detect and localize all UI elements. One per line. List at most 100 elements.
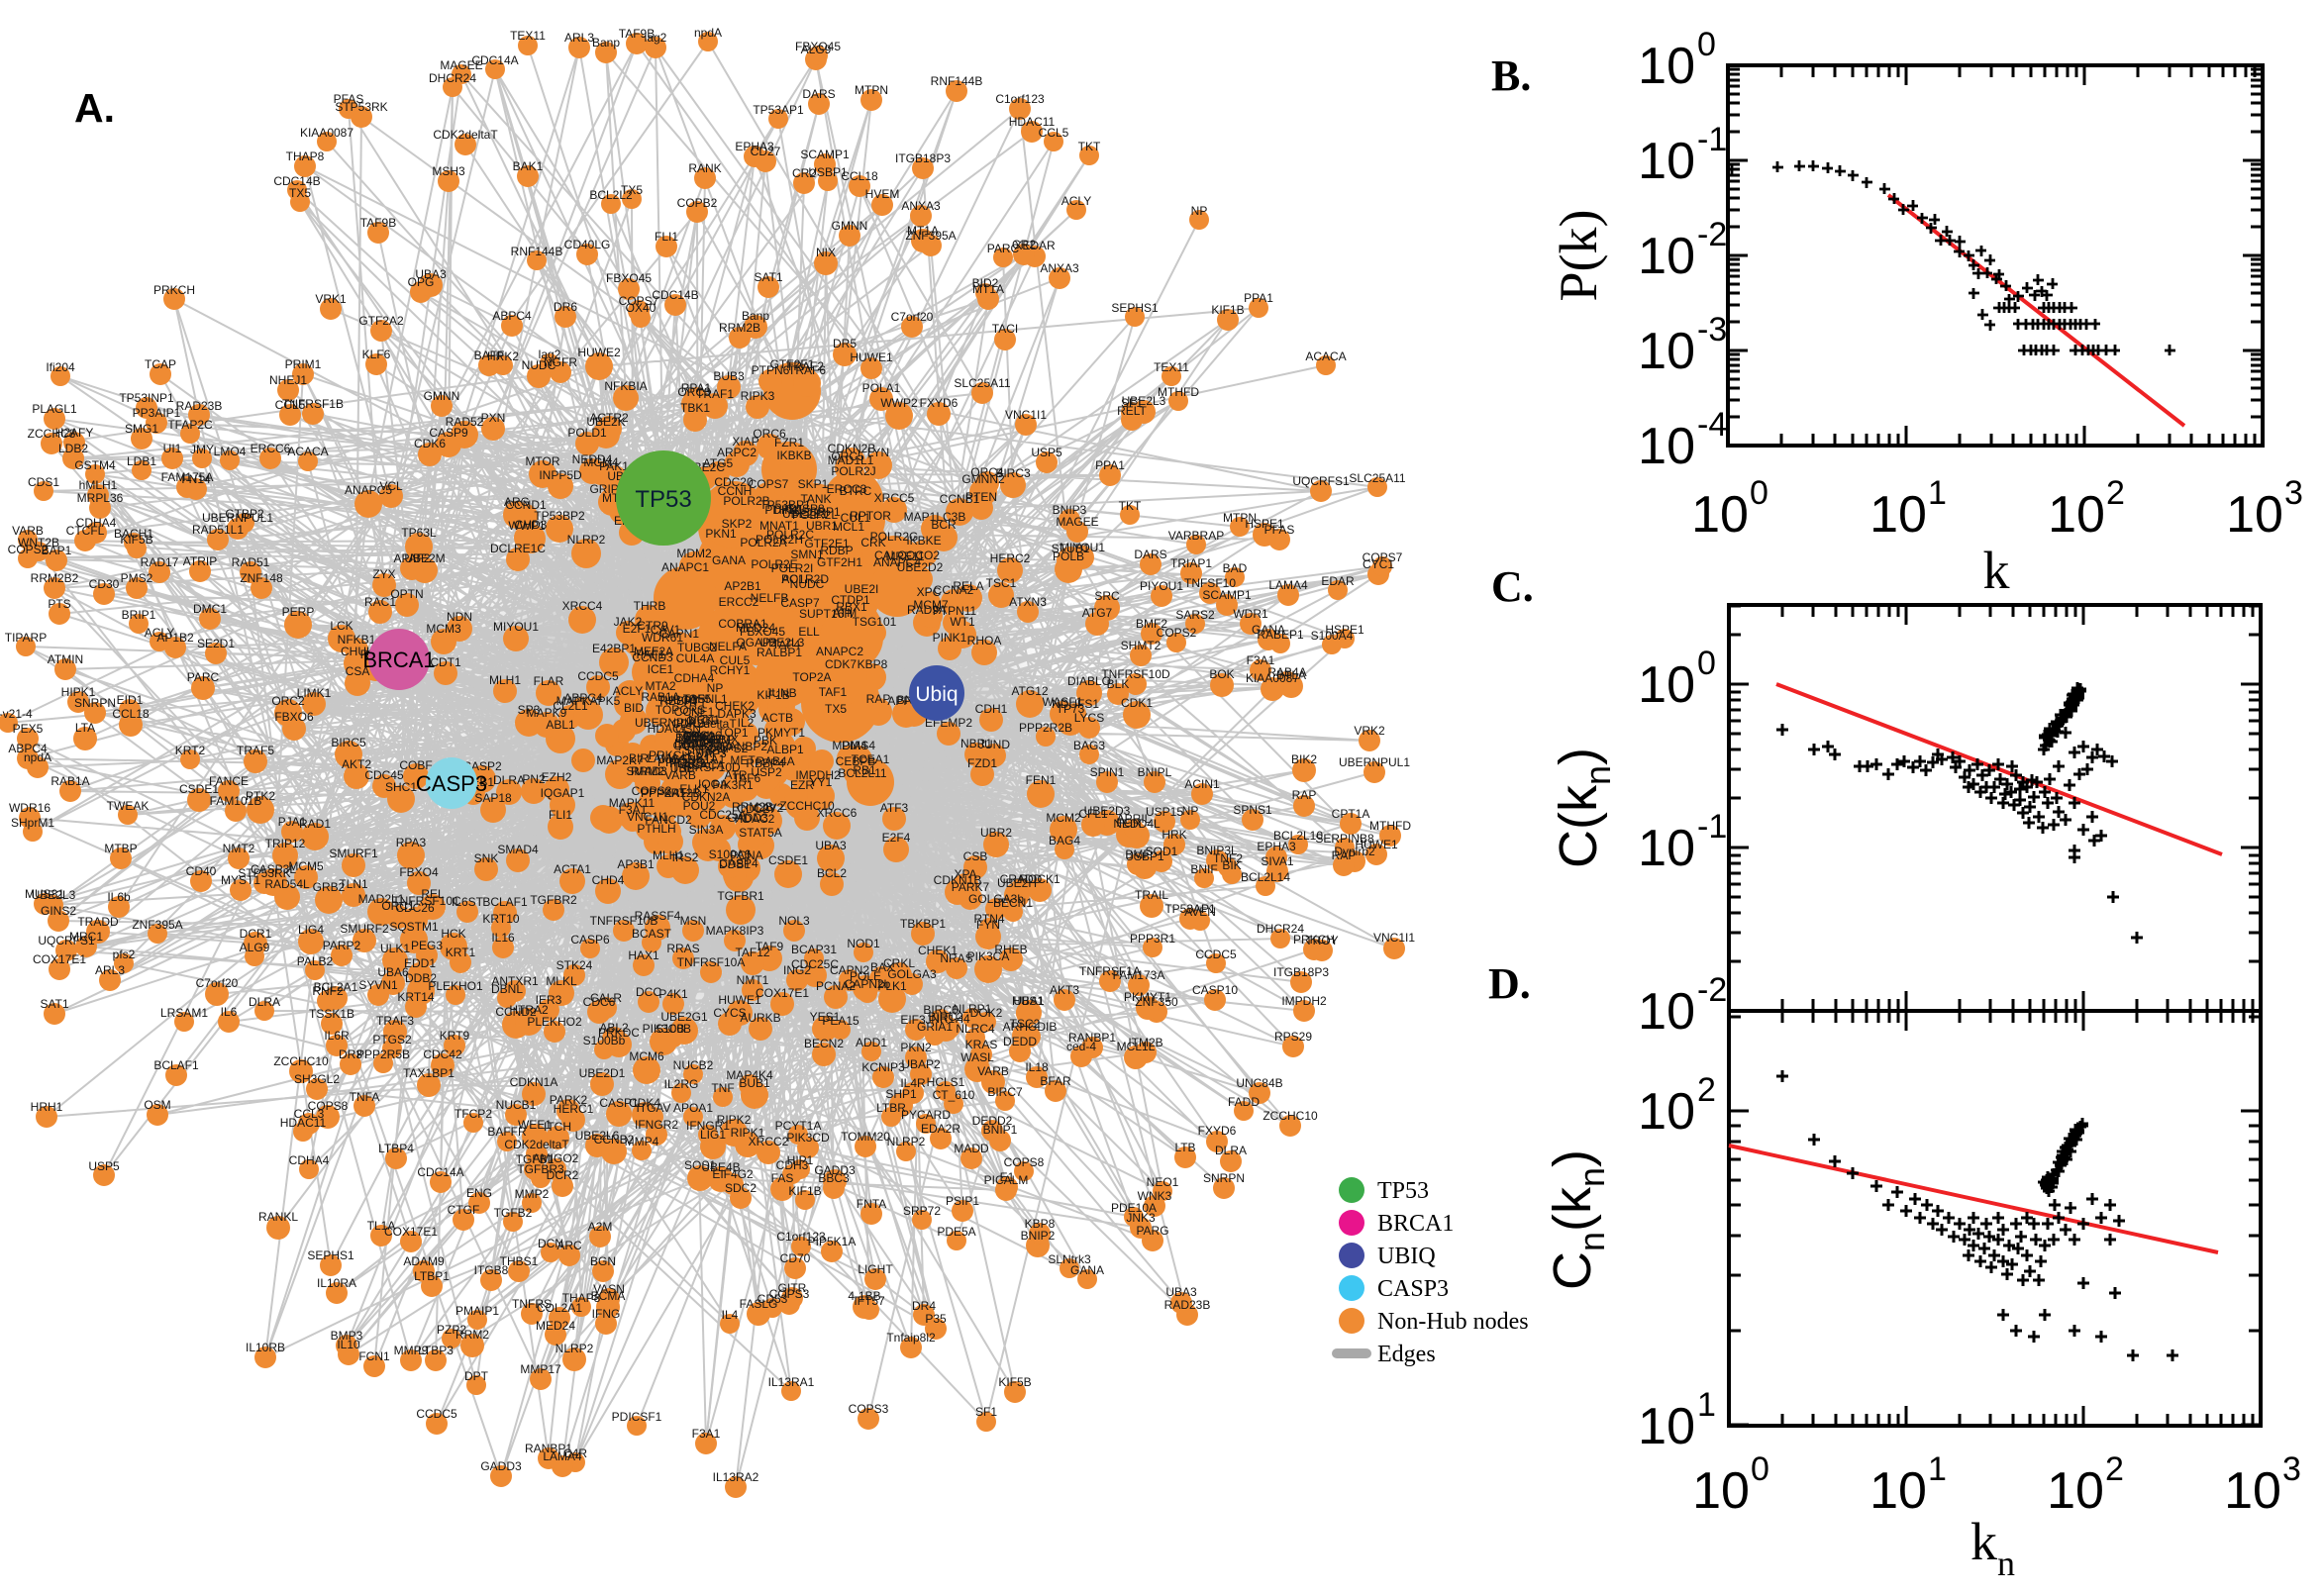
svg-text:HERC2: HERC2 [990,551,1031,565]
svg-text:SH3GL2: SH3GL2 [294,1072,340,1086]
svg-text:SMAD4: SMAD4 [497,843,539,856]
svg-text:CDC16: CDC16 [682,729,722,743]
svg-text:DHCR24: DHCR24 [429,71,476,85]
svg-text:IL10RB: IL10RB [246,1341,285,1354]
svg-text:CDT1: CDT1 [430,655,461,669]
svg-text:IKBKB: IKBKB [776,449,811,462]
svg-text:F3A1: F3A1 [619,803,648,817]
svg-text:PLAGL1: PLAGL1 [32,402,77,416]
svg-text:BRCA2: BRCA2 [675,731,715,745]
svg-text:0: 0 [1751,1450,1769,1488]
svg-text:CDK6: CDK6 [414,437,446,450]
svg-text:CDHA4: CDHA4 [76,516,117,530]
svg-text:KIAA0087: KIAA0087 [300,126,354,140]
svg-text:MCL1: MCL1 [833,520,864,534]
svg-text:UBA1: UBA1 [1013,994,1045,1008]
svg-text:TX5: TX5 [825,702,847,716]
svg-text:PXN: PXN [481,411,506,425]
svg-text:BTRC: BTRC [840,484,872,498]
svg-text:KIAA0087: KIAA0087 [1246,671,1299,685]
svg-text:CDKN2A: CDKN2A [682,790,731,804]
svg-text:UBR2: UBR2 [980,826,1012,840]
svg-text:MAP1LC3B: MAP1LC3B [904,510,966,524]
svg-text:BAD: BAD [1223,561,1248,575]
svg-text:MTHFD: MTHFD [1158,385,1199,399]
svg-text:HCLS1: HCLS1 [927,1075,965,1089]
svg-text:COPS8: COPS8 [308,1099,349,1113]
svg-text:HDAC11: HDAC11 [280,1116,327,1130]
svg-text:S100B: S100B [656,1022,691,1036]
svg-text:IL6ST: IL6ST [452,895,484,909]
svg-text:STP53RK: STP53RK [238,866,290,880]
svg-text:TCEA1: TCEA1 [852,752,890,766]
svg-text:BMF2: BMF2 [1136,617,1167,631]
svg-text:NLRP2: NLRP2 [887,1135,926,1148]
svg-text:STK4: STK4 [684,734,714,748]
svg-text:MSN: MSN [680,914,707,928]
svg-text:HRK2: HRK2 [487,349,519,363]
svg-text:TSC2: TSC2 [1010,1017,1041,1031]
svg-text:KBP8: KBP8 [1025,1217,1056,1231]
svg-text:UBAP2: UBAP2 [901,1057,941,1071]
svg-text:CCL5: CCL5 [275,398,306,412]
svg-text:E42BP1: E42BP1 [592,642,636,655]
svg-text:RRM2: RRM2 [455,1328,489,1342]
svg-text:NFKBIA: NFKBIA [604,379,647,393]
svg-text:COPS3: COPS3 [769,1287,810,1301]
svg-text:PKMYT1: PKMYT1 [758,726,805,740]
svg-text:TP73: TP73 [1057,702,1085,716]
svg-text:SPIN1: SPIN1 [1090,765,1125,779]
svg-text:MRE11: MRE11 [885,549,924,563]
svg-text:CDC25A: CDC25A [699,808,746,822]
svg-text:LTA: LTA [75,721,95,735]
svg-text:PDICSF1: PDICSF1 [612,1410,662,1424]
svg-text:BACH1: BACH1 [114,527,153,541]
svg-text:BECN1: BECN1 [993,896,1033,910]
svg-text:FANCD2: FANCD2 [645,813,692,827]
svg-text:BIK: BIK [1222,858,1241,872]
svg-text:XPC: XPC [917,585,942,599]
svg-text:CYC1: CYC1 [1363,557,1394,571]
svg-text:TSG101: TSG101 [853,615,897,629]
svg-text:GRIA1: GRIA1 [917,1020,953,1034]
svg-text:POLR2L: POLR2L [792,508,838,522]
svg-text:TAF1: TAF1 [819,685,848,699]
svg-text:2: 2 [2105,1450,2124,1488]
svg-text:SLC25A11: SLC25A11 [954,376,1010,390]
svg-text:SHMT2: SHMT2 [1121,639,1162,652]
svg-text:BID: BID [624,701,644,715]
svg-text:H2AFY: H2AFY [55,426,94,440]
svg-text:PIK3CA: PIK3CA [967,949,1010,963]
svg-text:CSB: CSB [963,849,988,863]
svg-text:FBXO45: FBXO45 [740,625,785,639]
svg-text:SIN3A: SIN3A [689,823,724,837]
svg-text:TH1L: TH1L [771,503,801,517]
svg-text:CDK2deltaT: CDK2deltaT [433,128,498,142]
svg-text:APRIL: APRIL [1117,812,1152,826]
svg-text:SMAD3: SMAD3 [626,764,667,778]
svg-text:10: 10 [1869,486,1927,544]
svg-text:TBK1: TBK1 [680,401,710,415]
svg-text:TAF5: TAF5 [683,692,712,706]
svg-text:GTBP2: GTBP2 [225,507,264,521]
svg-text:MDM4: MDM4 [832,739,867,752]
svg-text:NEO1: NEO1 [1147,1175,1179,1189]
svg-text:FGR: FGR [1116,816,1142,830]
svg-text:TKT: TKT [1078,140,1101,153]
svg-text:WASL: WASL [960,1050,994,1064]
svg-text:PIK3CB: PIK3CB [643,1022,685,1036]
svg-text:A2M: A2M [588,1220,613,1234]
svg-text:GSNL1: GSNL1 [688,692,728,706]
svg-text:BRCA1: BRCA1 [1377,1211,1454,1237]
svg-text:LTBR: LTBR [876,1101,906,1115]
svg-text:POLR2C: POLR2C [766,528,814,542]
svg-text:MAPK9: MAPK9 [527,706,567,720]
svg-text:CDC6: CDC6 [583,995,616,1009]
svg-text:USBP1: USBP1 [1125,849,1164,863]
svg-text:CUL1: CUL1 [841,511,871,525]
svg-text:ORC6: ORC6 [753,427,786,441]
svg-text:CL2L1: CL2L1 [553,699,588,713]
svg-text:ANAPC2: ANAPC2 [816,645,863,658]
svg-text:TBKBP1: TBKBP1 [900,917,946,931]
svg-text:CDS1: CDS1 [28,475,59,489]
